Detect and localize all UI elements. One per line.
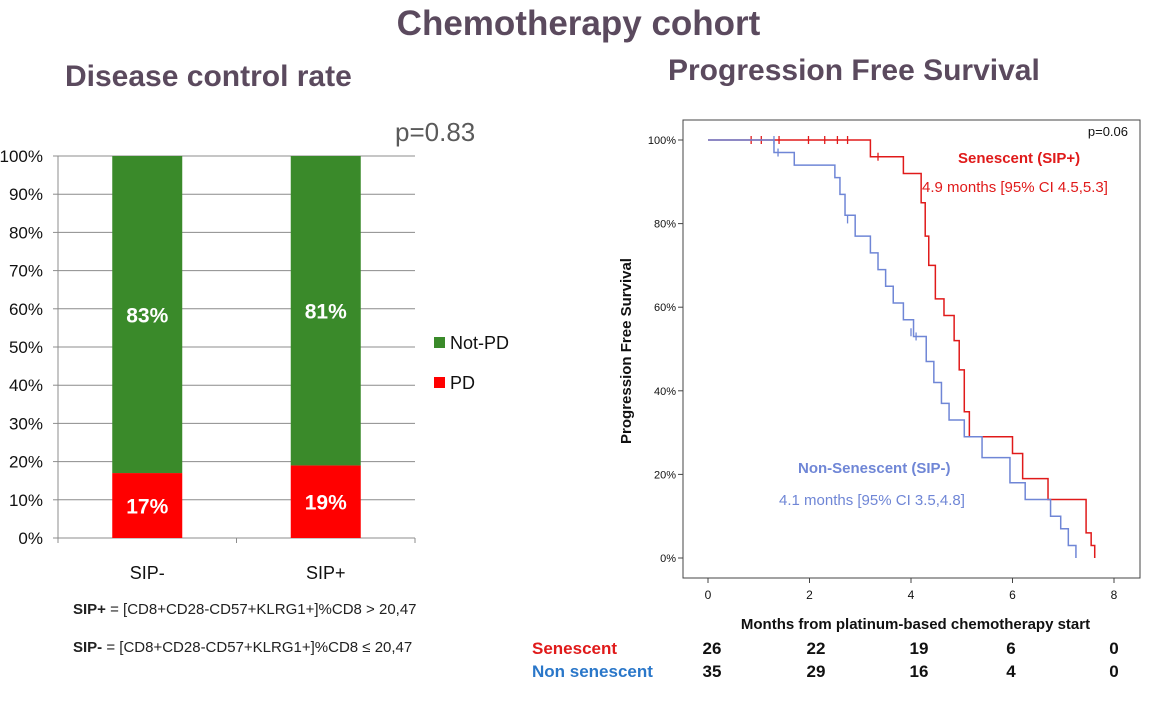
risk-non-senescent-0: 35 xyxy=(702,662,722,681)
km-y-tick-label: 40% xyxy=(654,386,676,398)
bar-y-tick-label: 20% xyxy=(9,453,43,472)
bar-y-tick-label: 70% xyxy=(9,262,43,281)
risk-senescent-4: 19 xyxy=(909,639,929,658)
km-y-axis-label: Progression Free Survival xyxy=(618,258,635,444)
risk-senescent-6: 6 xyxy=(1006,639,1016,658)
km-x-axis-label: Months from platinum-based chemotherapy … xyxy=(741,616,1090,633)
main-title: Chemotherapy cohort xyxy=(396,4,761,43)
km-y-tick-label: 20% xyxy=(654,469,676,481)
bar-y-tick-label: 90% xyxy=(9,185,43,204)
km-p-value: p=0.06 xyxy=(1088,124,1128,139)
risk-label-non-senescent: Non senescent xyxy=(532,662,653,681)
sip-plus-formula: = [CD8+CD28-CD57+KLRG1+]%CD8 > 20,47 xyxy=(105,601,417,618)
bar-chart-title: Disease control rate xyxy=(65,60,352,93)
km-curve-senescent xyxy=(708,139,1096,558)
km-x-tick-label: 0 xyxy=(705,588,712,602)
sip-plus-definition: SIP+ = [CD8+CD28-CD57+KLRG1+]%CD8 > 20,4… xyxy=(73,601,417,618)
bar-not-pd-label: 81% xyxy=(305,301,347,324)
risk-non-senescent-4: 16 xyxy=(909,662,929,681)
bar-not-pd-SIP+ xyxy=(290,156,361,466)
bar-chart: 0% 10% 20% 30% 40% 50% 60% 70% 80% 90% 100% 17% 83% S… xyxy=(0,147,509,583)
km-y-tick-label: 80% xyxy=(654,219,676,231)
bar-pd-SIP+ xyxy=(290,465,361,538)
bar-y-tick-label: 100% xyxy=(0,147,43,166)
bar-not-pd-label: 83% xyxy=(126,305,168,328)
bar-y-tick-label: 80% xyxy=(9,223,43,242)
km-chart-title: Progression Free Survival xyxy=(668,54,1040,87)
bar-pd-SIP- xyxy=(112,473,183,538)
legend-swatch-not-pd xyxy=(434,337,445,348)
km-median-non-senescent: 4.1 months [95% CI 3.5,4.8] xyxy=(779,492,965,509)
risk-senescent-2: 22 xyxy=(806,639,826,658)
legend-label-not-pd: Not-PD xyxy=(450,333,509,353)
sip-plus-key: SIP+ xyxy=(73,601,106,618)
risk-non-senescent-6: 4 xyxy=(1006,662,1016,681)
km-label-senescent: Senescent (SIP+) xyxy=(958,150,1080,167)
km-x-tick-label: 2 xyxy=(806,588,813,602)
bar-y-tick-label: 30% xyxy=(9,414,43,433)
bar-y-tick-label: 50% xyxy=(9,338,43,357)
bar-y-tick-label: 0% xyxy=(18,529,43,548)
km-median-senescent: 4.9 months [95% CI 4.5,5.3] xyxy=(922,179,1108,196)
legend-label-pd: PD xyxy=(450,373,475,393)
bar-pd-label: 19% xyxy=(305,492,347,515)
bar-not-pd-SIP- xyxy=(112,156,183,474)
risk-non-senescent-8: 0 xyxy=(1109,662,1119,681)
km-label-non-senescent: Non-Senescent (SIP-) xyxy=(798,460,951,477)
km-curve-non-senescent xyxy=(708,139,1077,558)
risk-non-senescent-2: 29 xyxy=(806,662,826,681)
km-y-tick-label: 100% xyxy=(648,135,676,147)
risk-label-senescent: Senescent xyxy=(532,639,618,658)
bar-y-tick-label: 60% xyxy=(9,300,43,319)
km-x-tick-label: 8 xyxy=(1111,588,1118,602)
risk-senescent-8: 0 xyxy=(1109,639,1119,658)
km-y-tick-label: 0% xyxy=(660,553,676,565)
sip-minus-definition: SIP- = [CD8+CD28-CD57+KLRG1+]%CD8 ≤ 20,4… xyxy=(73,639,412,656)
sip-minus-key: SIP- xyxy=(73,639,103,656)
risk-senescent-0: 26 xyxy=(702,639,722,658)
legend-swatch-pd xyxy=(434,377,445,388)
bar-category-label: SIP- xyxy=(130,563,165,583)
bar-pd-label: 17% xyxy=(126,496,168,519)
km-y-tick-label: 60% xyxy=(654,302,676,314)
bar-category-label: SIP+ xyxy=(306,563,346,583)
bar-y-tick-label: 10% xyxy=(9,491,43,510)
bar-chart-p-value: p=0.83 xyxy=(395,117,476,147)
sip-minus-formula: = [CD8+CD28-CD57+KLRG1+]%CD8 ≤ 20,47 xyxy=(102,639,413,656)
bar-y-tick-label: 40% xyxy=(9,376,43,395)
km-x-tick-label: 6 xyxy=(1009,588,1016,602)
km-x-tick-label: 4 xyxy=(908,588,915,602)
